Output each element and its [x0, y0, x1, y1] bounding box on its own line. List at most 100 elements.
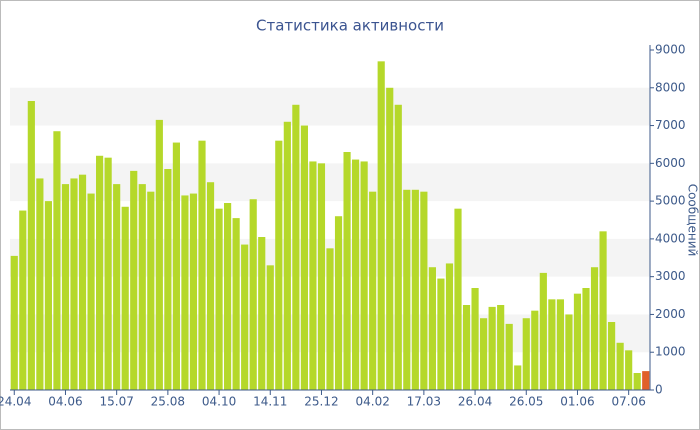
bar	[334, 216, 343, 390]
bar	[445, 263, 454, 390]
bar	[326, 248, 334, 390]
bar	[625, 350, 633, 390]
bar	[113, 184, 121, 390]
bar	[573, 293, 582, 390]
bar	[130, 170, 138, 390]
x-tick-label: 01.06	[560, 395, 594, 409]
x-tick-label: 17.03	[407, 395, 441, 409]
bar	[232, 218, 240, 390]
bar	[53, 131, 61, 390]
bar	[565, 314, 573, 390]
bar	[292, 104, 300, 391]
grid-band	[10, 87, 650, 126]
bar	[480, 318, 488, 390]
bar	[300, 125, 308, 391]
bar	[642, 371, 650, 390]
x-tick-label: 25.12	[304, 395, 338, 409]
bar	[428, 267, 436, 390]
bar	[96, 155, 104, 390]
bar	[352, 159, 360, 390]
bar	[198, 140, 206, 390]
bar	[556, 299, 564, 390]
bar	[87, 193, 95, 390]
bar	[522, 318, 530, 390]
chart-title: Статистика активности	[256, 17, 444, 35]
x-tick-label: 24.04	[0, 395, 31, 409]
bar	[369, 191, 377, 390]
x-tick-label: 15.07	[99, 395, 133, 409]
x-tick-label: 26.05	[509, 395, 543, 409]
y-tick-label: 4000	[655, 231, 686, 245]
bar	[437, 278, 445, 390]
y-tick-label: 1000	[655, 345, 686, 359]
bar	[189, 193, 198, 390]
bar	[590, 267, 599, 390]
bar	[386, 87, 394, 391]
bar	[181, 195, 189, 390]
y-tick-label: 0	[655, 383, 663, 397]
bar	[411, 189, 419, 390]
bar	[164, 169, 172, 390]
bar	[78, 174, 87, 390]
x-tick-label: 04.02	[355, 395, 389, 409]
y-tick-label: 6000	[655, 156, 686, 170]
bar	[206, 182, 215, 390]
bar	[138, 184, 146, 390]
bar	[531, 310, 539, 390]
y-tick-label: 2000	[655, 307, 686, 321]
x-tick-label: 04.10	[202, 395, 236, 409]
y-axis-label: Сообщений	[686, 184, 700, 257]
bar	[548, 299, 556, 390]
x-tick-label: 07.06	[611, 395, 645, 409]
x-tick-label: 25.08	[151, 395, 185, 409]
bar	[241, 244, 249, 390]
y-tick-label: 7000	[655, 118, 686, 132]
bar	[488, 306, 496, 390]
bar	[19, 210, 27, 390]
bar	[36, 178, 44, 390]
bar	[497, 305, 505, 390]
bar	[147, 191, 155, 390]
bar	[70, 178, 78, 390]
bar	[514, 365, 522, 390]
bar	[258, 237, 266, 390]
bar	[249, 199, 257, 390]
x-tick-label: 04.06	[48, 395, 82, 409]
bar	[471, 288, 479, 390]
bar	[317, 163, 326, 390]
bar	[616, 342, 624, 390]
bar	[121, 206, 129, 390]
y-tick-label: 5000	[655, 194, 686, 208]
x-tick-label: 26.04	[458, 395, 492, 409]
y-tick-label: 3000	[655, 269, 686, 283]
y-tick-label: 8000	[655, 80, 686, 94]
bar	[283, 121, 291, 391]
bar	[266, 265, 274, 390]
bar	[420, 191, 428, 390]
bar	[454, 208, 462, 390]
bar	[44, 201, 52, 390]
bar	[582, 288, 590, 390]
bar	[343, 152, 351, 390]
bar	[10, 255, 18, 390]
bar	[155, 119, 163, 390]
bar	[505, 323, 513, 390]
bar	[599, 231, 607, 390]
bar	[403, 189, 411, 390]
bar	[462, 305, 471, 390]
bar	[224, 203, 232, 390]
bar	[309, 161, 317, 390]
bar	[633, 373, 641, 390]
bar	[394, 104, 402, 391]
bar	[360, 161, 368, 390]
bar	[61, 184, 70, 390]
bar	[172, 142, 180, 390]
bar	[275, 140, 283, 390]
bar	[539, 272, 547, 390]
bar	[377, 61, 385, 390]
y-tick-label: 9000	[655, 43, 686, 57]
bar	[27, 101, 35, 390]
bar	[104, 157, 112, 390]
bar	[608, 322, 616, 390]
